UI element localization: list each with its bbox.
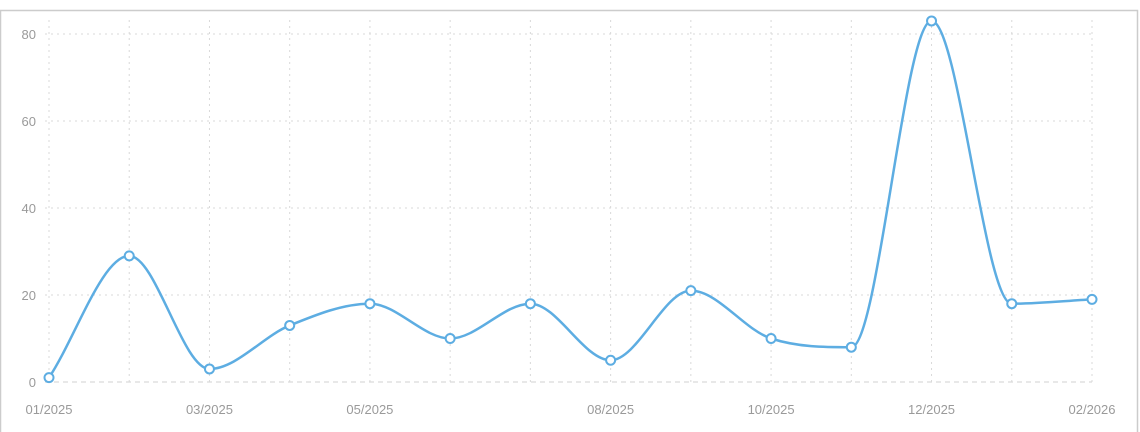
x-tick-label: 08/2025: [587, 402, 634, 417]
axes: [0, 9, 1139, 432]
data-point: [444, 333, 456, 344]
x-tick-label: 05/2025: [346, 402, 393, 417]
data-point: [364, 298, 376, 310]
x-tick-label: 03/2025: [186, 402, 233, 417]
data-point: [203, 363, 215, 375]
data-point: [43, 372, 55, 384]
data-point: [845, 341, 857, 353]
data-point: [123, 250, 135, 262]
y-tick-label: 60: [22, 114, 36, 129]
x-tick-label: 10/2025: [748, 402, 795, 417]
data-point: [1006, 298, 1018, 310]
x-tick-label: 12/2025: [908, 402, 955, 417]
chart-frame: [0, 9, 1139, 432]
series-line: [47, 19, 1094, 379]
data-points: [43, 15, 1098, 384]
data-point: [765, 333, 777, 344]
data-point: [605, 354, 617, 366]
y-tick-label: 20: [22, 288, 36, 303]
y-tick-label: 40: [22, 201, 36, 216]
y-tick-label: 80: [22, 27, 36, 42]
data-point: [1086, 293, 1098, 305]
grid: [45, 20, 1093, 382]
tick-labels: 0 20 40 60 80 01/2025 03/2025 05/2025 08/2025 10/…: [22, 27, 1116, 417]
x-tick-label: 01/2025: [26, 402, 73, 417]
y-tick-label: 0: [29, 375, 36, 390]
data-point: [926, 15, 938, 27]
x-tick-label: 02/2026: [1069, 402, 1116, 417]
series-line-layer: [47, 19, 1094, 379]
data-point: [685, 285, 697, 297]
data-point: [284, 319, 296, 331]
data-point: [524, 298, 536, 310]
